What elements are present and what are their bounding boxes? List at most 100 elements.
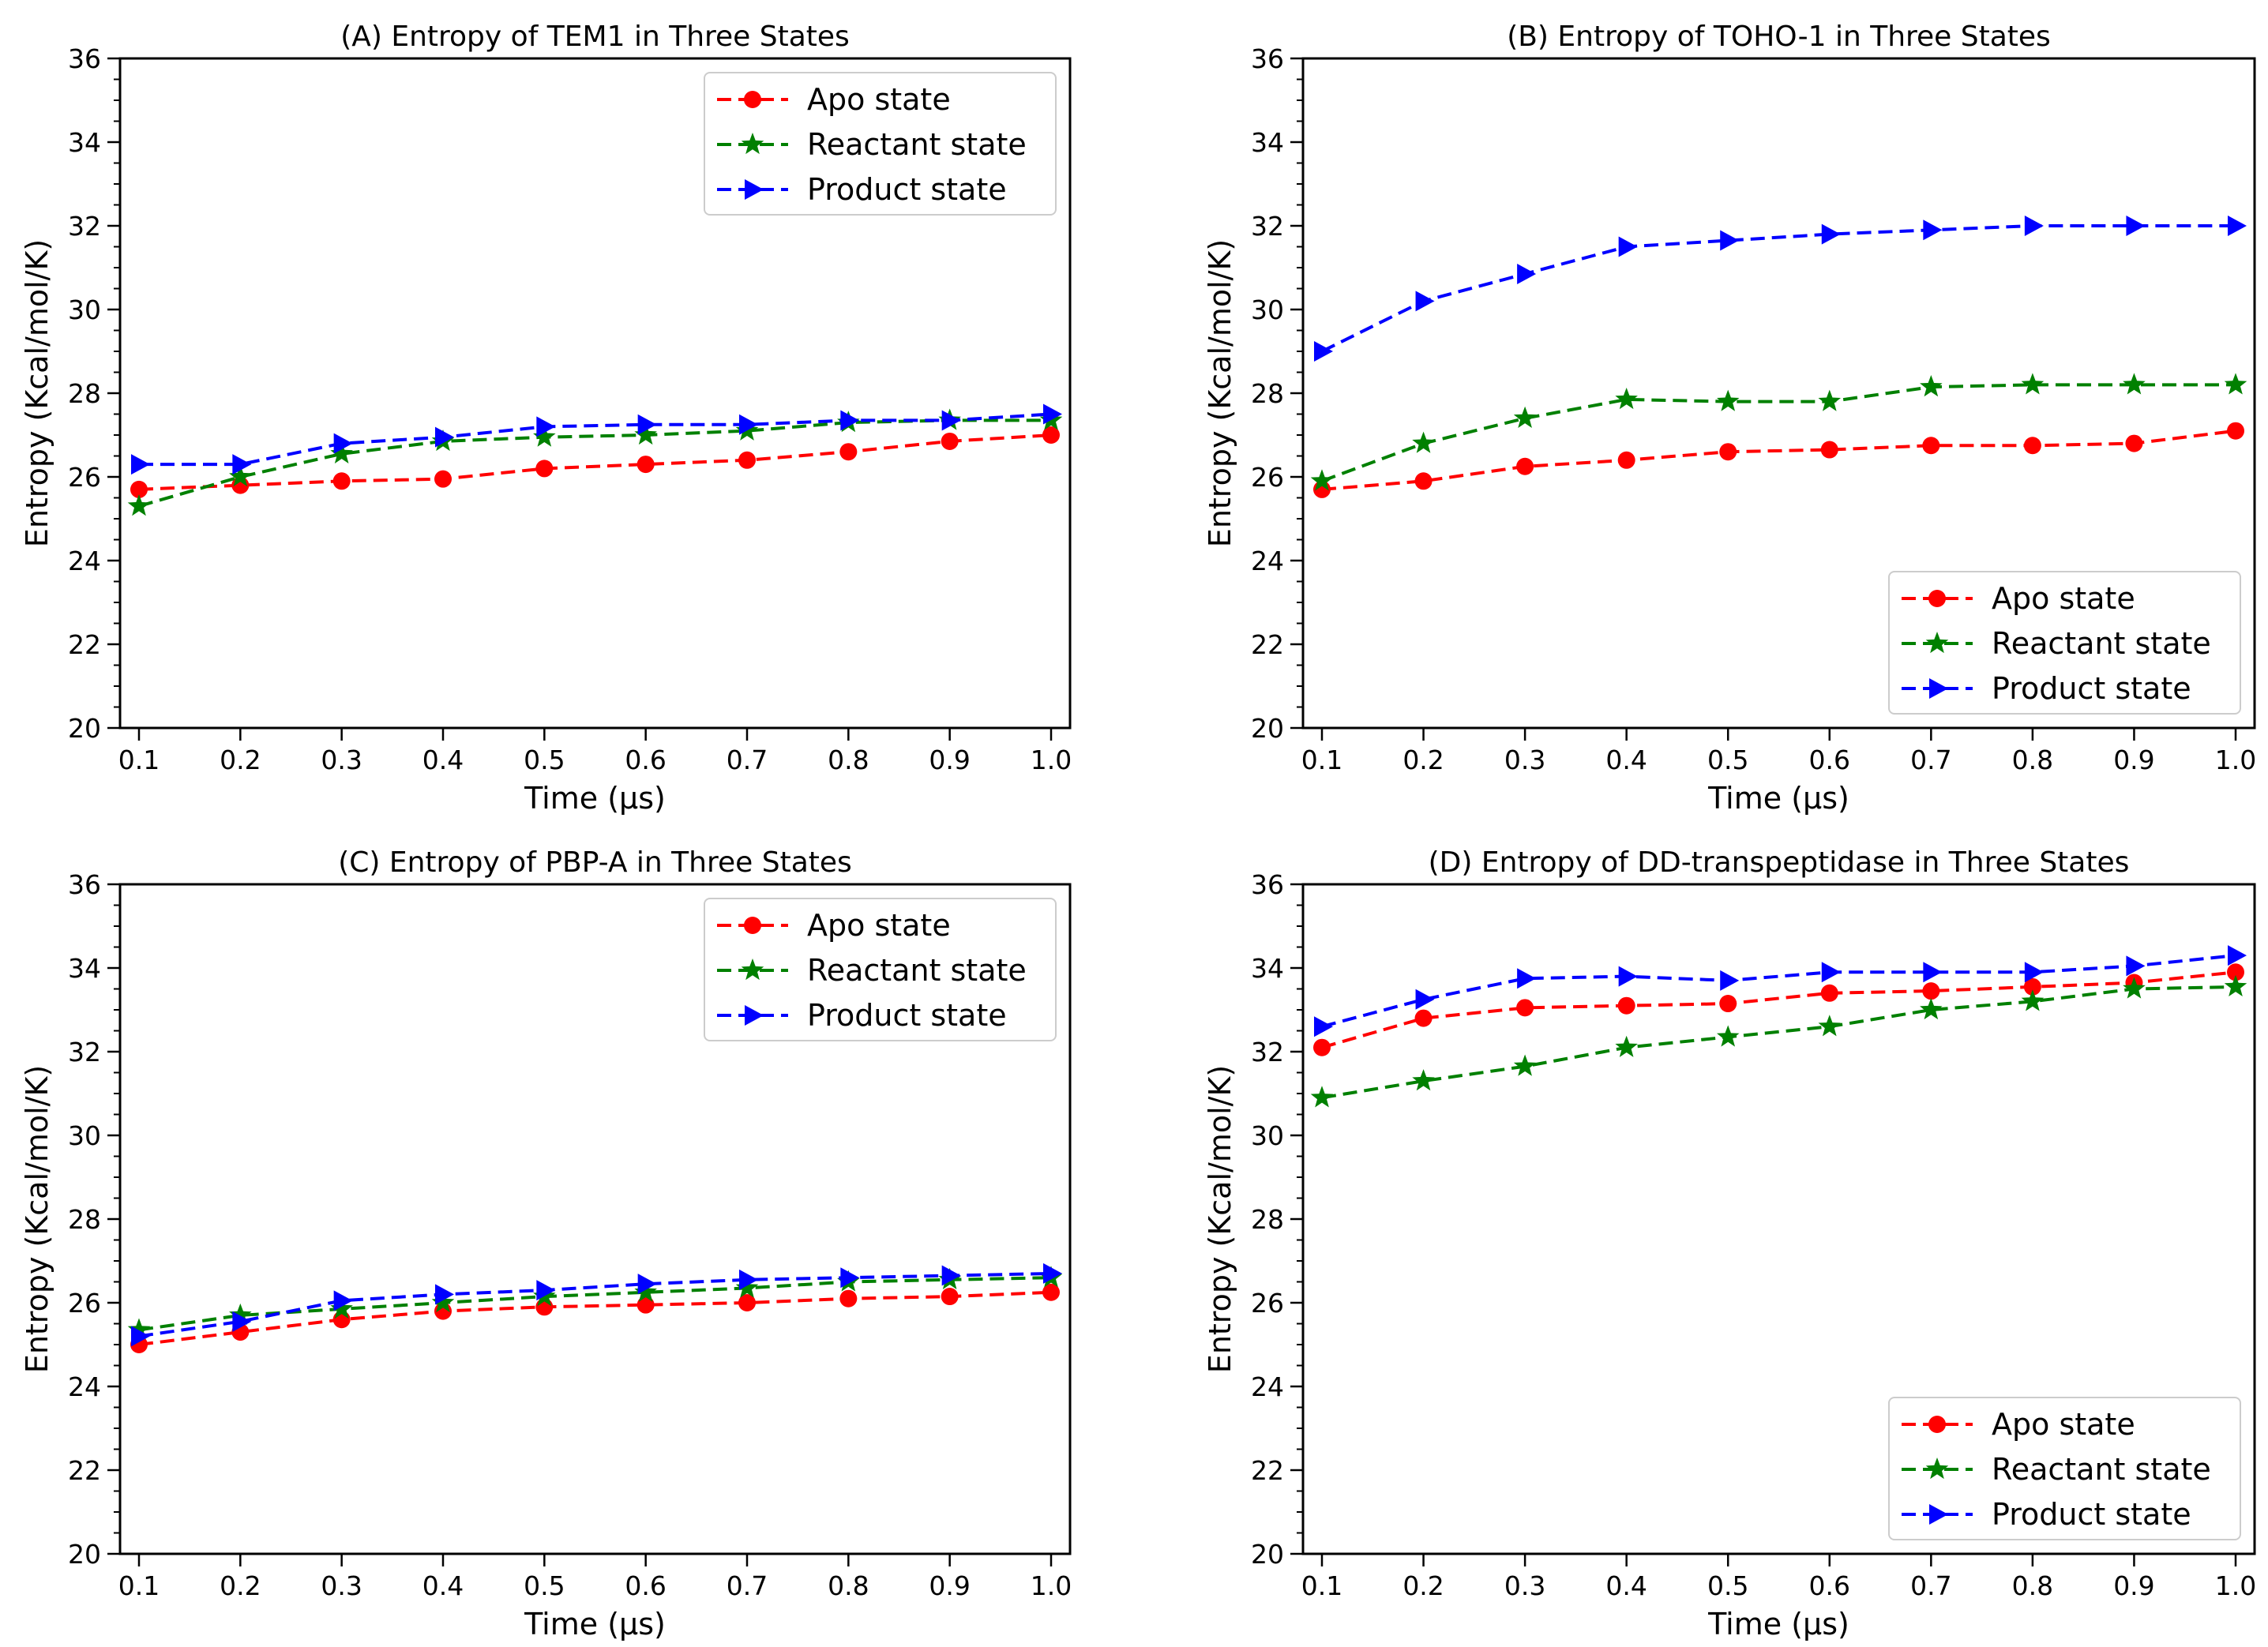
plot-frame [118, 883, 1072, 1555]
y-tick-label: 20 [1251, 713, 1284, 744]
series-line-apo [1321, 429, 2236, 491]
data-point-apo [1617, 996, 1635, 1015]
data-point-product [1043, 403, 1062, 425]
series-product [1314, 945, 2247, 1037]
legend: Apo state Reactant state Product state [1888, 1397, 2241, 1540]
legend-marker-apo [744, 917, 761, 934]
chart-title: (B) Entropy of TOHO-1 in Three States [1507, 21, 2051, 53]
x-tick-label: 0.3 [321, 1570, 362, 1601]
chart-panel-1: (A) Entropy of TEM1 in Three States 20 22 2… [20, 21, 1072, 816]
legend-marker-apo [1928, 1416, 1946, 1433]
data-point-product [232, 454, 252, 475]
data-point-reactant [1310, 469, 1334, 491]
data-point-product [1821, 223, 1841, 245]
x-tick-label: 0.7 [1910, 1570, 1951, 1601]
data-point-apo [1820, 984, 1838, 1002]
y-tick-label: 22 [68, 629, 101, 660]
legend: Apo state Reactant state Product state [704, 898, 1057, 1041]
data-point-apo [738, 1294, 756, 1311]
y-tick-label: 24 [1251, 1371, 1284, 1402]
x-tick-label: 0.6 [625, 745, 666, 775]
series-product [1314, 216, 2247, 362]
data-point-product [536, 1280, 556, 1301]
legend-label-product: Product state [807, 998, 1007, 1033]
y-tick-label: 24 [1251, 546, 1284, 576]
x-tick-label: 0.8 [828, 1570, 869, 1601]
x-tick-label: 0.6 [625, 1570, 666, 1601]
data-point-product [435, 1284, 454, 1305]
y-tick-label: 20 [1251, 1539, 1284, 1570]
x-tick-label: 0.9 [929, 745, 970, 775]
data-point-apo [2125, 434, 2143, 452]
x-tick-label: 0.1 [118, 1570, 160, 1601]
data-point-product [739, 1269, 758, 1290]
data-point-product [1720, 230, 1740, 251]
y-axis-label: Entropy (Kcal/mol/K) [1203, 239, 1237, 547]
data-point-apo [1719, 995, 1737, 1013]
y-tick-label: 24 [68, 546, 101, 576]
legend-box [1888, 1397, 2241, 1540]
data-point-apo [1042, 426, 1060, 444]
x-tick-label: 0.1 [118, 745, 160, 775]
legend-marker-reactant [1925, 1458, 1949, 1480]
chart-panel-3: (C) Entropy of PBP-A in Three States 20 22… [20, 846, 1072, 1641]
series-line-apo [1321, 970, 2236, 1049]
data-point-apo [1042, 1283, 1060, 1301]
legend: Apo state Reactant state Product state [1888, 571, 2241, 715]
data-point-reactant [2224, 974, 2247, 996]
data-point-reactant [2123, 977, 2146, 999]
data-point-apo [1313, 1038, 1331, 1056]
data-point-product [2228, 945, 2247, 966]
data-point-product [2024, 962, 2044, 983]
data-point-reactant [1920, 998, 1943, 1020]
y-tick-label: 28 [1251, 1204, 1284, 1235]
x-tick-label: 0.9 [2113, 745, 2154, 775]
y-tick-label: 36 [1251, 869, 1284, 900]
x-axis-label: Time (µs) [1707, 781, 1849, 816]
data-point-reactant [1412, 1069, 1435, 1091]
data-point-reactant [431, 1291, 455, 1313]
data-point-apo [1820, 441, 1838, 459]
y-tick-label: 30 [1251, 295, 1284, 325]
y-tick-label: 30 [68, 295, 101, 325]
y-axis-label: Entropy (Kcal/mol/K) [20, 239, 54, 547]
x-tick-label: 0.4 [1605, 745, 1647, 775]
data-point-product [333, 433, 353, 454]
data-point-reactant [634, 423, 657, 445]
data-point-product [840, 410, 860, 431]
x-tick-label: 0.2 [220, 745, 261, 775]
data-point-product [739, 414, 758, 435]
y-tick-label: 28 [68, 378, 101, 409]
data-point-product [1415, 291, 1435, 312]
x-tick-label: 0.5 [1707, 745, 1748, 775]
legend-label-apo: Apo state [807, 908, 951, 943]
series-product [131, 403, 1062, 475]
data-point-product [1618, 966, 1638, 987]
legend-label-apo: Apo state [1992, 581, 2135, 616]
x-tick-label: 0.1 [1301, 1570, 1342, 1601]
x-tick-label: 0.9 [2113, 1570, 2154, 1601]
data-point-product [1415, 989, 1435, 1010]
y-tick-label: 36 [68, 43, 101, 74]
y-tick-label: 26 [1251, 462, 1284, 493]
y-tick-label: 36 [68, 869, 101, 900]
y-axis-label: Entropy (Kcal/mol/K) [20, 1065, 54, 1373]
legend-marker-apo [1928, 590, 1946, 607]
data-point-apo [535, 460, 554, 478]
data-point-apo [332, 472, 351, 490]
series-line-reactant [138, 418, 1051, 508]
x-tick-label: 0.2 [1402, 1570, 1444, 1601]
data-point-reactant [127, 494, 151, 516]
data-point-product [840, 1267, 860, 1289]
legend-label-apo: Apo state [1992, 1407, 2135, 1442]
data-point-apo [738, 451, 756, 469]
legend-marker-reactant [741, 133, 764, 155]
series-line-reactant [1321, 985, 2236, 1100]
data-point-reactant [1818, 1015, 1842, 1037]
x-tick-label: 0.4 [1605, 1570, 1647, 1601]
legend-marker-reactant [1925, 632, 1949, 654]
y-tick-label: 28 [68, 1204, 101, 1235]
data-point-product [1618, 236, 1638, 257]
data-point-product [1314, 341, 1333, 362]
data-point-reactant [127, 1318, 151, 1340]
